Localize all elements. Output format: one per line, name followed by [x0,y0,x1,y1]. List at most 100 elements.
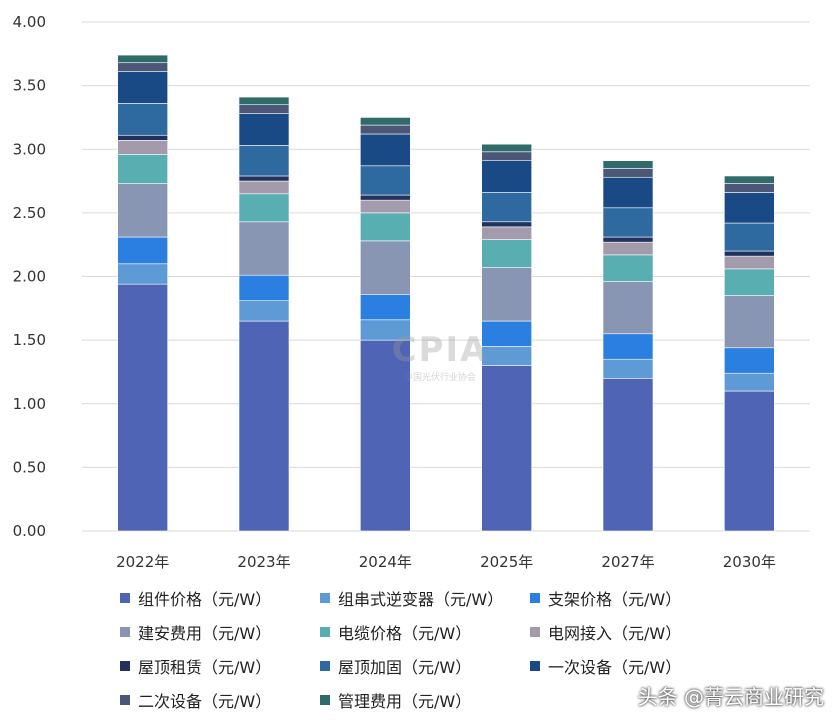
bar-segment [602,241,654,256]
legend-item: 电缆价格（元/W） [320,622,530,643]
bar-segment [360,294,411,321]
bar-segment [117,236,168,265]
bar-segment [238,320,290,532]
legend-item: 屋顶租赁（元/W） [120,656,320,677]
bar-segment [602,236,654,243]
legend-item: 支架价格（元/W） [530,588,720,609]
y-tick-label: 0.00 [13,522,46,540]
bar-segment [481,221,532,228]
bar-stack [238,96,290,532]
bar-segment [602,254,654,282]
stacked-bar-chart: 0.00 0.50 1.00 1.50 2.00 2.50 3.00 3.50 4.00 202… [13,13,810,571]
bars [117,54,775,532]
legend-item: 建安费用（元/W） [120,622,320,643]
bar-segment [238,300,290,322]
x-axis-ticks: 2022年 2023年 2024年 2025年 2027年 2030年 [116,553,776,571]
y-tick-label: 3.50 [13,77,46,95]
legend-label: 组件价格（元/W） [138,590,272,609]
bar-segment [117,283,168,532]
x-tick-label: 2030年 [723,553,776,571]
bar-segment [117,103,168,136]
bar-segment [360,339,411,532]
legend-swatch [320,695,330,705]
bar-segment [724,192,775,224]
legend-label: 二次设备（元/W） [138,692,272,711]
legend-swatch [530,593,540,603]
bar-segment [360,240,411,295]
legend-item: 电网接入（元/W） [530,622,720,643]
legend-swatch [530,661,540,671]
cpia-logo: CPIA 中国光伏行业协会 [385,330,495,383]
bar-segment [602,358,654,379]
legend-item: 管理费用（元/W） [320,690,530,711]
gridlines [82,21,810,532]
bar-segment [117,134,168,141]
x-tick-label: 2025年 [480,553,533,571]
bar-segment [602,333,654,360]
legend-label: 一次设备（元/W） [548,658,682,677]
bar-segment [360,194,411,201]
bar-segment [724,222,775,252]
bar-segment [238,145,290,177]
bar-segment [724,268,775,296]
legend-swatch [120,627,130,637]
y-tick-label: 4.00 [13,13,46,31]
bar-segment [602,281,654,335]
bar-segment [481,320,532,347]
legend-label: 电网接入（元/W） [548,624,682,643]
bar-segment [481,267,532,322]
y-tick-label: 1.00 [13,395,46,413]
y-tick-label: 2.50 [13,204,46,222]
legend-label: 屋顶加固（元/W） [338,658,472,677]
bar-segment [238,113,290,146]
bar-segment [360,199,411,214]
logo-main-text: CPIA [391,330,489,370]
legend-swatch [320,593,330,603]
logo-sub-text: 中国光伏行业协会 [403,373,476,383]
legend-swatch [120,695,130,705]
bar-segment [117,263,168,285]
bar-segment [602,176,654,209]
legend-label: 支架价格（元/W） [548,590,682,609]
bar-segment [481,151,532,162]
bar-segment [238,274,290,301]
bar-segment [117,54,168,64]
bar-segment [238,221,290,276]
bar-stack [481,143,532,532]
bar-stack [117,54,168,532]
x-tick-label: 2023年 [237,553,290,571]
legend-item: 组串式逆变器（元/W） [320,588,530,609]
bar-segment [481,226,532,240]
bar-segment [602,377,654,532]
bar-stack [724,175,775,532]
legend: 组件价格（元/W） 组串式逆变器（元/W） 支架价格（元/W） 建安费用（元/W） 电缆… [120,588,720,711]
bar-segment [724,175,775,184]
bar-segment [724,372,775,392]
legend-swatch [530,627,540,637]
y-axis-ticks: 0.00 0.50 1.00 1.50 2.00 2.50 3.00 3.50 4.00 [13,13,46,540]
bar-segment [360,212,411,242]
bar-segment [360,124,411,135]
bar-segment [481,143,532,153]
bar-segment [238,96,290,106]
bar-segment [602,160,654,169]
bar-segment [724,347,775,374]
legend-swatch [120,661,130,671]
bar-segment [117,154,168,184]
y-tick-label: 2.00 [13,268,46,286]
legend-item: 组件价格（元/W） [120,588,320,609]
watermark: 头条 @菁云商业研究 [637,685,824,709]
bar-segment [724,390,775,532]
legend-item: 屋顶加固（元/W） [320,656,530,677]
x-tick-label: 2022年 [116,553,169,571]
bar-segment [360,133,411,167]
bar-segment [238,104,290,114]
bar-segment [238,180,290,195]
legend-item: 一次设备（元/W） [530,656,720,677]
bar-segment [724,255,775,270]
bar-segment [481,192,532,223]
bar-segment [360,117,411,126]
bar-segment [724,250,775,257]
bar-segment [238,193,290,223]
bar-stack [602,160,654,532]
